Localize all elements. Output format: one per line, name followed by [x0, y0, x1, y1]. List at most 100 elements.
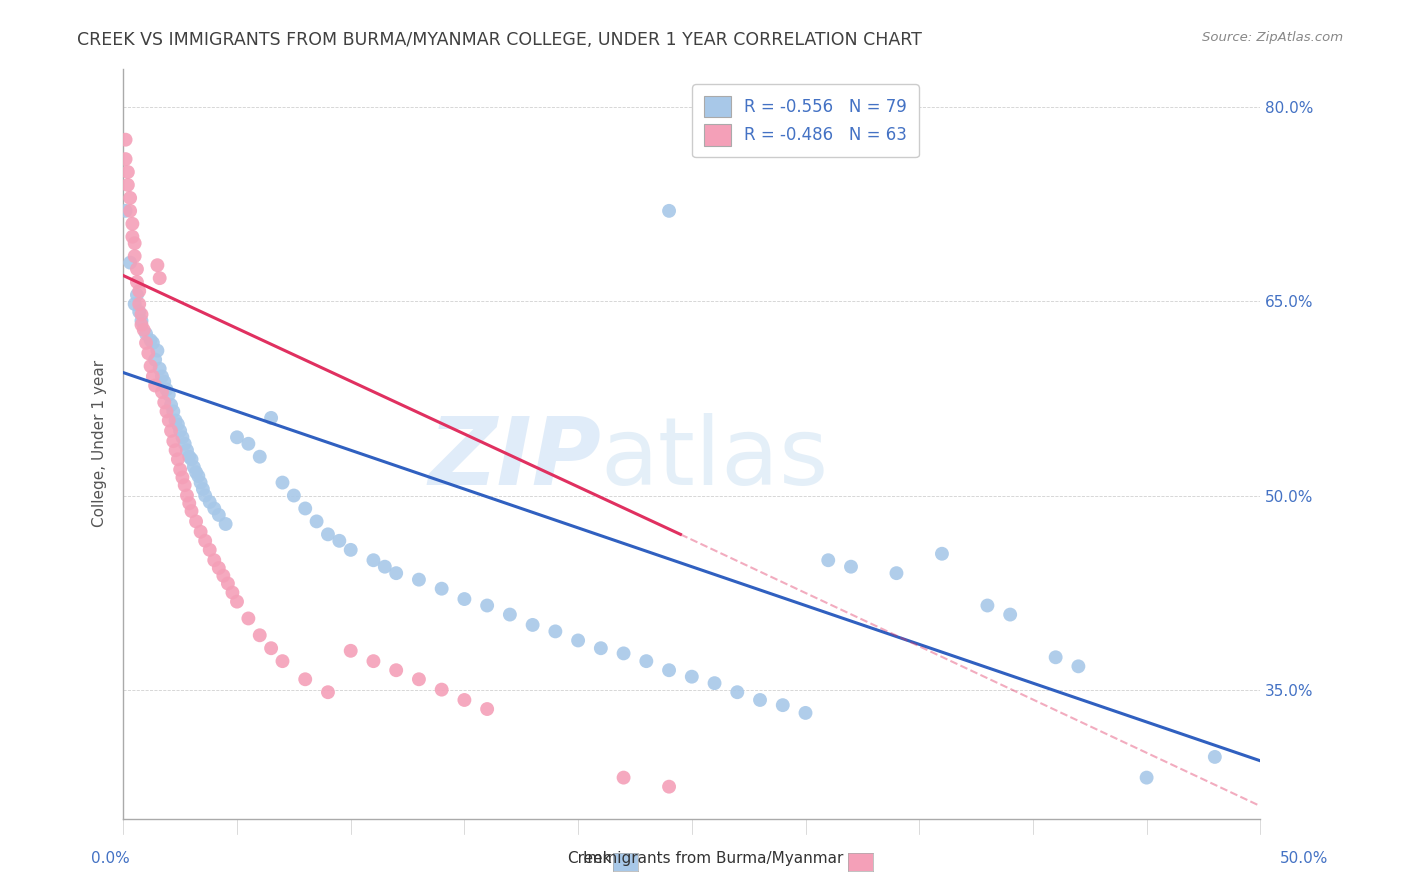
Point [681, 670, 703, 684]
Point [658, 203, 681, 218]
Text: 50.0%: 50.0% [1281, 851, 1329, 865]
Point [165, 413, 187, 427]
Point [198, 542, 221, 557]
Point [374, 559, 396, 574]
Point [190, 475, 212, 490]
Point [172, 470, 194, 484]
Point [114, 133, 136, 147]
Point [499, 607, 522, 622]
Point [316, 685, 339, 699]
Point [173, 436, 195, 450]
Text: 0.0%: 0.0% [91, 851, 131, 865]
Point [221, 585, 243, 599]
Point [149, 361, 172, 376]
Point [226, 430, 249, 444]
Point [475, 599, 498, 613]
Point [613, 771, 636, 785]
Point [184, 515, 207, 529]
Point [1204, 750, 1226, 764]
Point [226, 594, 249, 608]
Point [179, 450, 201, 464]
Point [135, 326, 157, 341]
Point [544, 624, 567, 639]
Point [294, 501, 316, 516]
Point [117, 165, 139, 179]
Point [190, 524, 212, 539]
Point [328, 533, 350, 548]
Point [125, 288, 148, 302]
Point [453, 693, 475, 707]
Point [1067, 659, 1090, 673]
Point [198, 495, 221, 509]
Point [636, 654, 658, 668]
Point [114, 152, 136, 166]
Point [316, 527, 339, 541]
Point [249, 628, 271, 642]
Point [363, 654, 385, 668]
Point [249, 450, 271, 464]
Point [522, 618, 544, 632]
Point [135, 335, 157, 350]
Point [169, 463, 191, 477]
Point [208, 561, 231, 575]
Point [408, 673, 430, 687]
Point [294, 673, 316, 687]
Point [238, 611, 260, 625]
Point [146, 258, 169, 272]
Point [703, 676, 725, 690]
Point [179, 496, 201, 510]
Text: atlas: atlas [600, 413, 830, 505]
Legend: R = -0.556   N = 79, R = -0.486   N = 63: R = -0.556 N = 79, R = -0.486 N = 63 [692, 85, 918, 157]
Point [128, 305, 150, 319]
Point [214, 516, 236, 531]
Point [305, 515, 328, 529]
Point [124, 236, 146, 251]
Point [142, 335, 165, 350]
Point [117, 178, 139, 192]
Point [124, 297, 146, 311]
Point [183, 460, 205, 475]
Point [155, 383, 177, 397]
Point [339, 542, 361, 557]
Point [184, 465, 207, 479]
Point [146, 343, 169, 358]
Point [153, 395, 176, 409]
Point [271, 654, 294, 668]
Point [202, 553, 225, 567]
Point [749, 693, 772, 707]
Point [153, 375, 176, 389]
Point [180, 452, 202, 467]
Point [260, 410, 283, 425]
Point [143, 378, 166, 392]
Point [132, 323, 155, 337]
Point [817, 553, 839, 567]
Point [725, 685, 748, 699]
Point [142, 369, 165, 384]
Y-axis label: College, Under 1 year: College, Under 1 year [93, 360, 107, 527]
Point [150, 384, 173, 399]
Text: ZIP: ZIP [427, 413, 600, 505]
Text: CREEK VS IMMIGRANTS FROM BURMA/MYANMAR COLLEGE, UNDER 1 YEAR CORRELATION CHART: CREEK VS IMMIGRANTS FROM BURMA/MYANMAR C… [77, 31, 922, 49]
Point [160, 398, 183, 412]
Point [155, 404, 177, 418]
Point [839, 559, 862, 574]
Point [212, 568, 235, 582]
Point [167, 417, 190, 432]
Point [187, 469, 209, 483]
Point [453, 592, 475, 607]
Point [658, 780, 681, 794]
Point [176, 443, 198, 458]
Point [136, 346, 159, 360]
Point [385, 566, 408, 581]
Point [131, 307, 153, 321]
Point [143, 352, 166, 367]
Point [114, 203, 136, 218]
Point [976, 599, 998, 613]
Point [475, 702, 498, 716]
Point [1136, 771, 1159, 785]
Point [260, 641, 283, 656]
Point [121, 229, 143, 244]
Point [120, 191, 142, 205]
Point [139, 359, 162, 373]
Point [283, 489, 305, 503]
